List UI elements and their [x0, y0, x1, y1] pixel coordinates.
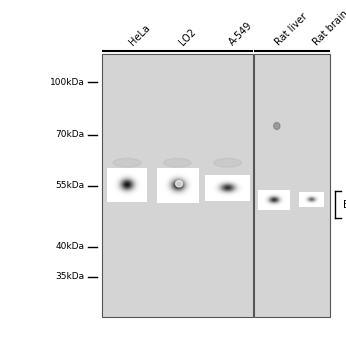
- Ellipse shape: [113, 158, 141, 167]
- Text: 100kDa: 100kDa: [50, 78, 85, 87]
- Bar: [254, 54, 330, 317]
- Text: 40kDa: 40kDa: [56, 242, 85, 251]
- Text: 70kDa: 70kDa: [56, 130, 85, 139]
- Text: 55kDa: 55kDa: [56, 181, 85, 190]
- Bar: [102, 54, 253, 317]
- Text: EIF2S2: EIF2S2: [343, 200, 346, 210]
- Ellipse shape: [274, 122, 280, 130]
- Text: 35kDa: 35kDa: [56, 272, 85, 281]
- Ellipse shape: [163, 158, 191, 167]
- Text: Rat liver: Rat liver: [273, 11, 309, 47]
- Text: LO2: LO2: [177, 27, 198, 47]
- Text: Rat brain: Rat brain: [311, 8, 346, 47]
- Ellipse shape: [175, 181, 183, 187]
- Text: A-549: A-549: [228, 20, 255, 47]
- Text: HeLa: HeLa: [127, 23, 152, 47]
- Ellipse shape: [213, 158, 242, 167]
